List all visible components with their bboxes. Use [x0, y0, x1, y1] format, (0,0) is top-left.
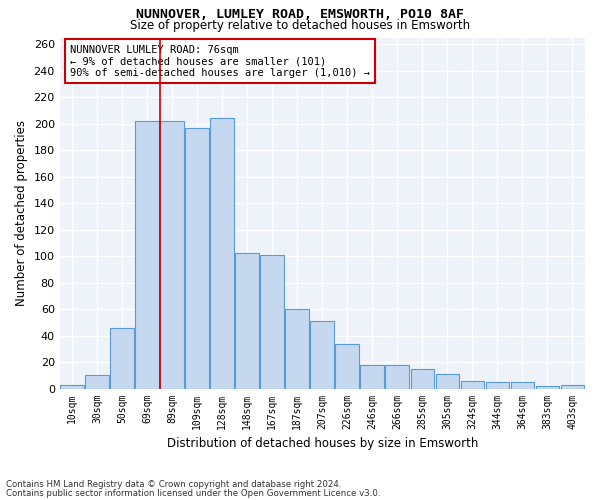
Bar: [185, 128, 209, 388]
Bar: [536, 386, 559, 388]
Bar: [461, 380, 484, 388]
Bar: [310, 321, 334, 388]
Bar: [286, 309, 309, 388]
Text: NUNNOVER LUMLEY ROAD: 76sqm
← 9% of detached houses are smaller (101)
90% of sem: NUNNOVER LUMLEY ROAD: 76sqm ← 9% of deta…: [70, 44, 370, 78]
Bar: [110, 328, 134, 388]
Text: Contains HM Land Registry data © Crown copyright and database right 2024.: Contains HM Land Registry data © Crown c…: [6, 480, 341, 489]
Text: Contains public sector information licensed under the Open Government Licence v3: Contains public sector information licen…: [6, 488, 380, 498]
Bar: [511, 382, 535, 388]
Bar: [361, 364, 384, 388]
Text: NUNNOVER, LUMLEY ROAD, EMSWORTH, PO10 8AF: NUNNOVER, LUMLEY ROAD, EMSWORTH, PO10 8A…: [136, 8, 464, 20]
Text: Size of property relative to detached houses in Emsworth: Size of property relative to detached ho…: [130, 18, 470, 32]
Y-axis label: Number of detached properties: Number of detached properties: [15, 120, 28, 306]
Bar: [410, 368, 434, 388]
Bar: [235, 254, 259, 388]
Bar: [136, 121, 159, 388]
Bar: [60, 384, 84, 388]
Bar: [485, 382, 509, 388]
Bar: [211, 118, 234, 388]
Bar: [560, 384, 584, 388]
Bar: [260, 255, 284, 388]
Bar: [85, 376, 109, 388]
Bar: [160, 121, 184, 388]
Bar: [335, 344, 359, 388]
Bar: [385, 364, 409, 388]
Bar: [436, 374, 459, 388]
X-axis label: Distribution of detached houses by size in Emsworth: Distribution of detached houses by size …: [167, 437, 478, 450]
